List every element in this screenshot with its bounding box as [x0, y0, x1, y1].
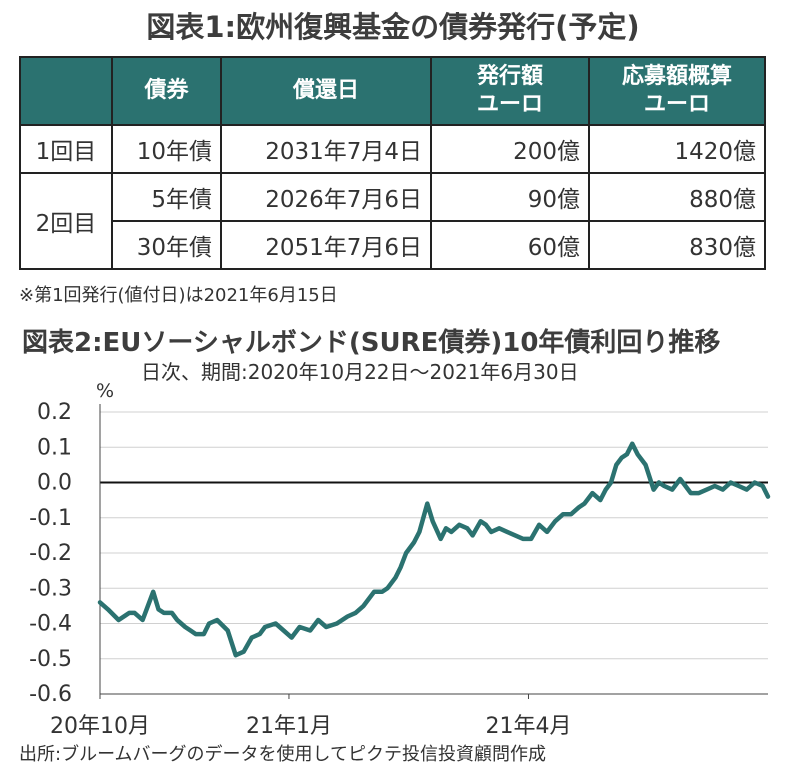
y-tick-label: -0.4: [29, 612, 72, 637]
table-row: 30年債 2051年7月6日 60億 830億: [20, 220, 766, 270]
chart-title: 図表2:EUソーシャルボンド(SURE債券)10年債利回り推移: [22, 328, 721, 358]
bond-cell: 10年債: [111, 124, 222, 174]
header-cell-applications: 応募額概算 ユーロ: [588, 56, 766, 126]
bond-issuance-table: 債券 償還日 発行額 ユーロ 応募額概算 ユーロ 1回目 10年債 2031年7月4…: [19, 56, 766, 270]
yield-series-line: [97, 441, 771, 658]
bond-cell: 5年債: [111, 172, 222, 222]
table-title: 図表1:欧州復興基金の債券発行(予定): [146, 10, 640, 44]
issue-amount-cell: 200億: [430, 124, 590, 174]
maturity-cell: 2051年7月6日: [220, 220, 432, 270]
maturity-cell: 2026年7月6日: [220, 172, 432, 222]
x-tick-label: 21年1月: [246, 714, 332, 739]
applications-cell: 1420億: [588, 124, 766, 174]
y-tick-label: -0.2: [29, 541, 72, 566]
header-cell-blank: [19, 56, 113, 126]
yield-line-chart: % 0.2 0.1 0.0 -0.1 -0.2 -0.3 -0.4 -0.5 -0.6 20年10…: [29, 380, 771, 739]
header-cell-issue-amount: 発行額 ユーロ: [430, 56, 590, 126]
issue-amount-cell: 90億: [430, 172, 590, 222]
x-tick-label: 21年4月: [485, 714, 571, 739]
y-tick-label: -0.1: [29, 506, 72, 531]
round-cell: 1回目: [19, 124, 113, 174]
y-tick-label: 0.1: [37, 435, 72, 460]
chart-source: 出所:ブルームバーグのデータを使用してピクテ投信投資顧問作成: [19, 744, 546, 765]
table-row: 2回目 5年債 2026年7月6日 90億 880億: [19, 172, 766, 270]
y-tick-label: -0.6: [29, 682, 72, 707]
table-header-row: 債券 償還日 発行額 ユーロ 応募額概算 ユーロ: [19, 56, 766, 126]
header-cell-maturity: 償還日: [220, 56, 432, 126]
issuance-note: ※第1回発行(値付日)は2021年6月15日: [19, 285, 338, 306]
issue-amount-cell: 60億: [430, 220, 590, 270]
applications-cell: 880億: [588, 172, 766, 222]
y-unit-label: %: [96, 380, 114, 402]
maturity-cell: 2031年7月4日: [220, 124, 432, 174]
y-tick-label: 0.0: [37, 471, 72, 496]
x-tick-label: 20年10月: [50, 714, 150, 739]
chart-subtitle: 日次、期間:2020年10月22日～2021年6月30日: [141, 360, 579, 384]
y-tick-label: 0.2: [37, 400, 72, 425]
y-tick-label: -0.3: [29, 576, 72, 601]
applications-cell: 830億: [588, 220, 766, 270]
header-cell-bond: 債券: [111, 56, 222, 126]
y-tick-label: -0.5: [29, 647, 72, 672]
table-row: 1回目 10年債 2031年7月4日 200億 1420億: [19, 124, 766, 174]
bond-cell: 30年債: [111, 220, 222, 270]
round-cell: 2回目: [19, 172, 113, 270]
